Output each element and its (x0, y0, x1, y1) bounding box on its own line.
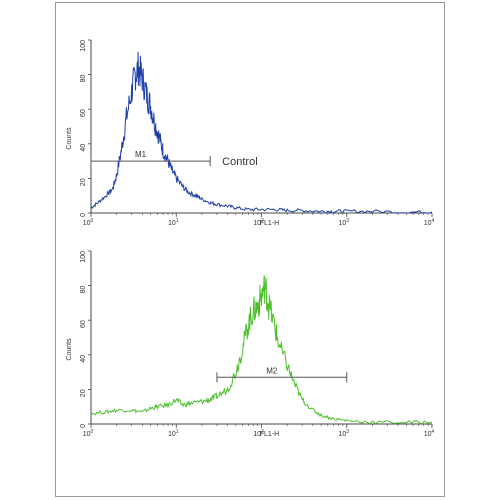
y-tick-label: 20 (80, 178, 87, 186)
x-tick-exponent: 3 (346, 429, 349, 435)
x-tick-base: 10 (424, 431, 432, 438)
x-tick-exponent: 4 (432, 429, 435, 435)
y-tick-label: 0 (80, 213, 87, 217)
x-tick-base: 10 (338, 220, 346, 227)
y-tick-label: 100 (80, 40, 87, 52)
y-tick-label: 40 (80, 144, 87, 152)
x-tick-label: 103 (338, 429, 349, 438)
figure-frame (55, 2, 445, 497)
histogram-line (90, 275, 433, 425)
x-tick-base: 10 (253, 431, 261, 438)
x-tick-label: 104 (424, 429, 435, 438)
x-tick-label: 102 (253, 218, 264, 227)
x-tick-base: 10 (168, 220, 176, 227)
histogram-line (90, 51, 433, 214)
y-tick-label: 0 (80, 424, 87, 428)
y-axis-label: Counts (66, 127, 73, 150)
y-tick-label: 80 (80, 286, 87, 294)
x-tick-label: 104 (424, 218, 435, 227)
x-tick-exponent: 3 (346, 218, 349, 224)
x-tick-label: 100 (83, 429, 94, 438)
x-axis-label: FL1-H (260, 431, 279, 438)
x-tick-base: 10 (168, 431, 176, 438)
x-tick-exponent: 2 (261, 429, 264, 435)
x-tick-exponent: 1 (176, 218, 179, 224)
x-tick-label: 103 (338, 218, 349, 227)
x-tick-base: 10 (83, 220, 91, 227)
x-axis-label: FL1-H (260, 220, 279, 227)
x-tick-base: 10 (253, 220, 261, 227)
y-tick-label: 20 (80, 389, 87, 397)
y-tick-label: 60 (80, 109, 87, 117)
x-tick-exponent: 4 (432, 218, 435, 224)
y-tick-label: 60 (80, 320, 87, 328)
x-tick-label: 101 (168, 218, 179, 227)
x-tick-label: 102 (253, 429, 264, 438)
y-tick-label: 80 (80, 75, 87, 83)
control-annotation: Control (222, 156, 257, 168)
y-tick-label: 40 (80, 355, 87, 363)
x-tick-label: 100 (83, 218, 94, 227)
x-tick-base: 10 (338, 431, 346, 438)
x-tick-label: 101 (168, 429, 179, 438)
x-tick-exponent: 1 (176, 429, 179, 435)
marker-label: M1 (135, 150, 147, 159)
y-axis-label: Counts (66, 338, 73, 361)
x-tick-exponent: 0 (91, 218, 94, 224)
y-tick-label: 100 (80, 251, 87, 263)
marker-label: M2 (266, 366, 278, 375)
x-tick-exponent: 0 (91, 429, 94, 435)
x-tick-exponent: 2 (261, 218, 264, 224)
x-tick-base: 10 (83, 431, 91, 438)
x-tick-base: 10 (424, 220, 432, 227)
